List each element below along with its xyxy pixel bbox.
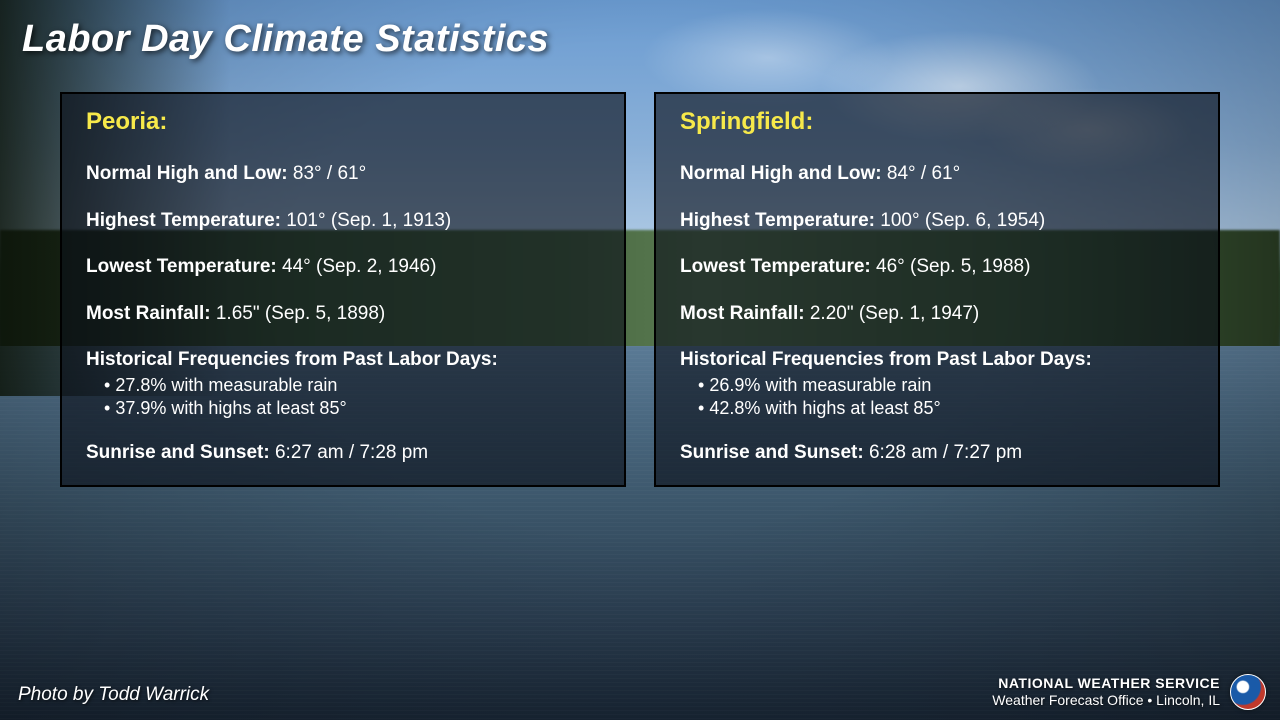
nws-logo-icon (1230, 674, 1266, 710)
footer-line2: Weather Forecast Office • Lincoln, IL (992, 692, 1220, 710)
footer: NATIONAL WEATHER SERVICE Weather Forecas… (992, 674, 1266, 710)
lowest-label: Lowest Temperature: (680, 256, 871, 277)
highest-row: Highest Temperature: 100° (Sep. 6, 1954) (680, 209, 1194, 234)
rainfall-value: 2.20" (Sep. 1, 1947) (810, 303, 979, 324)
normal-value: 84° / 61° (887, 163, 960, 184)
normal-row: Normal High and Low: 84° / 61° (680, 162, 1194, 187)
sun-label: Sunrise and Sunset: (680, 442, 864, 463)
highest-label: Highest Temperature: (680, 210, 875, 231)
normal-label: Normal High and Low: (86, 163, 288, 184)
rainfall-value: 1.65" (Sep. 5, 1898) (216, 303, 385, 324)
city-name: Springfield: (680, 108, 1194, 136)
normal-row: Normal High and Low: 83° / 61° (86, 162, 600, 187)
lowest-label: Lowest Temperature: (86, 256, 277, 277)
city-name: Peoria: (86, 108, 600, 136)
sun-row: Sunrise and Sunset: 6:28 am / 7:27 pm (680, 441, 1194, 466)
rainfall-label: Most Rainfall: (680, 303, 805, 324)
footer-line1: NATIONAL WEATHER SERVICE (992, 675, 1220, 693)
sun-label: Sunrise and Sunset: (86, 442, 270, 463)
highest-row: Highest Temperature: 101° (Sep. 1, 1913) (86, 209, 600, 234)
freq-header: Historical Frequencies from Past Labor D… (680, 349, 1194, 371)
sun-value: 6:28 am / 7:27 pm (869, 442, 1022, 463)
sun-row: Sunrise and Sunset: 6:27 am / 7:28 pm (86, 441, 600, 466)
panels-container: Peoria: Normal High and Low: 83° / 61° H… (60, 92, 1220, 487)
lowest-row: Lowest Temperature: 46° (Sep. 5, 1988) (680, 255, 1194, 280)
highest-value: 100° (Sep. 6, 1954) (880, 210, 1045, 231)
lowest-value: 44° (Sep. 2, 1946) (282, 256, 436, 277)
normal-value: 83° / 61° (293, 163, 366, 184)
freq-list: 26.9% with measurable rain 42.8% with hi… (680, 375, 1194, 419)
freq-item: 37.9% with highs at least 85° (104, 398, 600, 419)
footer-text: NATIONAL WEATHER SERVICE Weather Forecas… (992, 675, 1220, 710)
normal-label: Normal High and Low: (680, 163, 882, 184)
lowest-value: 46° (Sep. 5, 1988) (876, 256, 1030, 277)
highest-label: Highest Temperature: (86, 210, 281, 231)
rainfall-row: Most Rainfall: 2.20" (Sep. 1, 1947) (680, 302, 1194, 327)
freq-item: 42.8% with highs at least 85° (698, 398, 1194, 419)
rainfall-label: Most Rainfall: (86, 303, 211, 324)
freq-header: Historical Frequencies from Past Labor D… (86, 349, 600, 371)
lowest-row: Lowest Temperature: 44° (Sep. 2, 1946) (86, 255, 600, 280)
highest-value: 101° (Sep. 1, 1913) (286, 210, 451, 231)
photo-credit: Photo by Todd Warrick (18, 684, 209, 706)
rainfall-row: Most Rainfall: 1.65" (Sep. 5, 1898) (86, 302, 600, 327)
page-title: Labor Day Climate Statistics (22, 18, 549, 61)
sun-value: 6:27 am / 7:28 pm (275, 442, 428, 463)
panel-peoria: Peoria: Normal High and Low: 83° / 61° H… (60, 92, 626, 487)
freq-list: 27.8% with measurable rain 37.9% with hi… (86, 375, 600, 419)
freq-item: 26.9% with measurable rain (698, 375, 1194, 396)
freq-item: 27.8% with measurable rain (104, 375, 600, 396)
panel-springfield: Springfield: Normal High and Low: 84° / … (654, 92, 1220, 487)
